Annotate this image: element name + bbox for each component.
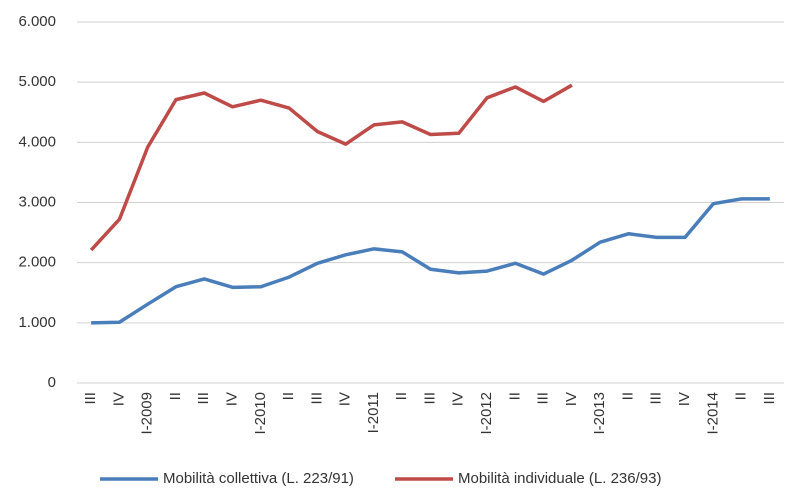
x-tick-label: II	[393, 392, 410, 400]
x-tick-label: I-2012	[478, 392, 495, 435]
y-tick-label: 4.000	[18, 133, 56, 150]
series-line	[89, 83, 573, 252]
x-tick-label: III	[308, 392, 325, 405]
x-tick-label: III	[535, 392, 552, 405]
x-tick-label: III	[195, 392, 212, 405]
x-tick-label: III	[82, 392, 99, 405]
y-tick-label: 0	[48, 374, 56, 391]
x-tick-label: I-2014	[704, 392, 721, 435]
y-tick-label: 1.000	[18, 314, 56, 331]
x-tick-label: I-2010	[252, 392, 269, 435]
x-tick-label: IV	[450, 392, 467, 406]
x-tick-label: IV	[110, 392, 127, 406]
x-tick-label: I-2013	[591, 392, 608, 435]
x-tick-label: II	[619, 392, 636, 400]
x-tick-label: I-2011	[365, 392, 382, 433]
series-line	[91, 197, 770, 325]
x-tick-label: III	[421, 392, 438, 405]
x-tick-label: IV	[563, 392, 580, 406]
x-tick-label: III	[648, 392, 665, 405]
y-tick-label: 3.000	[18, 193, 56, 210]
x-tick-label: III	[761, 392, 778, 405]
x-tick-label: II	[280, 392, 297, 400]
x-tick-label: IV	[676, 392, 693, 406]
y-tick-label: 2.000	[18, 254, 56, 271]
x-tick-label: I-2009	[139, 392, 156, 435]
y-tick-label: 5.000	[18, 73, 56, 90]
x-tick-label: IV	[337, 392, 354, 406]
y-tick-label: 6.000	[18, 13, 56, 30]
x-tick-label: IV	[224, 392, 241, 406]
x-tick-label: II	[733, 392, 750, 400]
x-tick-label: II	[167, 392, 184, 400]
legend-label: Mobilità collettiva (L. 223/91)	[163, 470, 354, 487]
legend-label: Mobilità individuale (L. 236/93)	[458, 470, 661, 487]
x-tick-label: II	[506, 392, 523, 400]
